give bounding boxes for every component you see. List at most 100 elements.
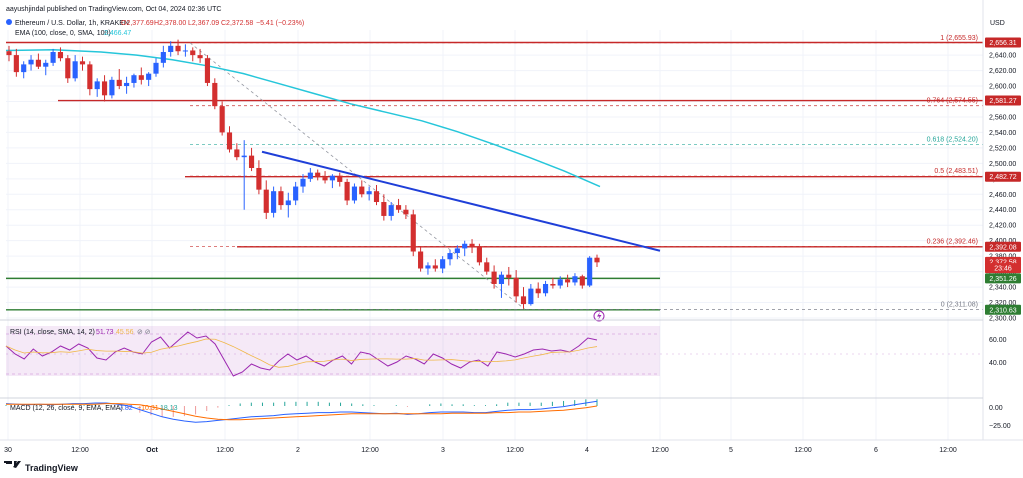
ema-legend[interactable]: EMA (100, close, 0, SMA, 100) 2,466.47 [15,30,131,37]
price-badge-label: 2,310.63 [989,307,1016,314]
published-line: aayushjindal published on TradingView.co… [6,6,221,13]
candle-body [138,75,144,80]
candle-body [395,205,402,210]
candle-body [498,274,505,284]
candle-body [241,155,247,158]
candle-body [57,52,64,59]
candle-body [94,81,100,90]
candle-body [535,288,541,294]
candle-body [204,58,211,83]
ohlc-close: C2,372.58 [221,20,253,27]
fib-level-label: 1 (2,655.93) [940,35,978,42]
candle-body [175,45,181,52]
candle-body [359,186,365,195]
price-badge-label: 2,482.72 [989,174,1016,181]
candle-body [21,64,27,73]
ema-polyline [5,48,601,188]
candle-body [565,279,571,283]
candle-body [300,178,306,187]
candle-body [410,214,416,252]
time-label: 4 [585,447,589,454]
candle-body [65,58,71,79]
trend-lines[interactable] [261,150,661,252]
price-badge [985,273,1021,284]
price-badge [985,171,1021,182]
candle-body [101,81,108,96]
symbol-name[interactable]: Ethereum / U.S. Dollar, 1h, KRAKEN [15,20,129,27]
candle-body [285,200,291,206]
time-label: 30 [4,447,12,454]
candle-body [579,276,585,286]
macd-pane [5,399,598,423]
time-label: 6 [874,447,878,454]
price-tick: 2,600.00 [989,84,1016,91]
fib-diagonal [189,42,526,310]
candle-body [197,55,203,59]
candle-body [263,189,269,213]
price-tick: 2,560.00 [989,114,1016,121]
macd-tick-0: 0.00 [989,405,1003,412]
time-label: 12:00 [71,447,89,454]
macd-value: 7.82 [119,405,133,412]
price-badge [985,263,1021,274]
candle-body [403,209,409,215]
price-tick: 2,540.00 [989,130,1016,137]
candle-body [72,61,78,79]
candle-body [513,277,519,297]
time-label: 12:00 [361,447,379,454]
currency-label: USD [990,20,1005,27]
time-label: 12:00 [794,447,812,454]
time-label: 12:00 [216,447,234,454]
candle-body [366,191,372,195]
price-axis[interactable] [983,0,1023,440]
macd-label: MACD (12, 26, close, 9, EMA, EMA) [10,405,123,412]
candle-body [388,205,394,216]
candle-body [153,62,159,74]
fib-level-label: 0.236 (2,392.46) [927,239,978,246]
time-label: 3 [441,447,445,454]
price-tick: 2,340.00 [989,285,1016,292]
time-label: 12:00 [506,447,524,454]
candle-body [293,186,299,201]
candle-body [182,50,188,52]
price-badge [985,95,1021,106]
price-tick: 2,320.00 [989,300,1016,307]
candle-body [528,288,534,305]
price-badge-label: 2,392.08 [989,244,1016,251]
rsi-ma-value: 45.56 [116,329,134,336]
price-tick: 2,500.00 [989,161,1016,168]
price-badge [985,241,1021,252]
time-axis[interactable]: 30 12:00 Oct 12:00 2 12:00 3 12:00 4 12:00 5 12:00 6… [4,447,957,454]
ohlc-high: H2,378.00 [154,20,186,27]
price-badge [985,304,1021,315]
candle-body [219,106,225,133]
price-tick: 2,620.00 [989,68,1016,75]
lightning-icon[interactable] [593,310,605,322]
candle-body [43,62,49,67]
candle-body [550,283,556,286]
symbol-line: Ethereum / U.S. Dollar, 1h, KRAKEN O2,37… [6,19,304,27]
candle-body [542,283,549,294]
ohlc-open: O2,377.69 [121,20,154,27]
candle-body [373,191,380,203]
price-tick: 2,400.00 [989,238,1016,245]
rsi-value: 51.73 [96,329,114,336]
candle-body [124,82,130,87]
candle-body [234,149,240,158]
rsi-legend[interactable]: RSI (14, close, SMA, 14, 2) 51.73 45.56 … [10,329,151,336]
macd-line [5,400,598,423]
candle-body [520,296,527,305]
candle-body [432,265,438,269]
candle-body [440,259,446,269]
fib-retracement[interactable]: 1 (2,655.93) 0.764 (2,574.55) 0.618 (2,524… [189,35,983,310]
macd-hist-value: 18.13 [160,405,178,412]
macd-signal-line [6,403,598,421]
macd-legend[interactable]: MACD (12, 26, close, 9, EMA, EMA) 7.82 −… [10,405,178,412]
candle-body [351,186,358,201]
rsi-eye-icon[interactable]: ⊘ ⊘ [137,329,151,336]
macd-tick-neg25: −25.00 [989,423,1011,430]
candle-body [212,82,218,107]
tradingview-logo: TradingView [4,461,79,473]
rsi-pane [5,331,983,377]
